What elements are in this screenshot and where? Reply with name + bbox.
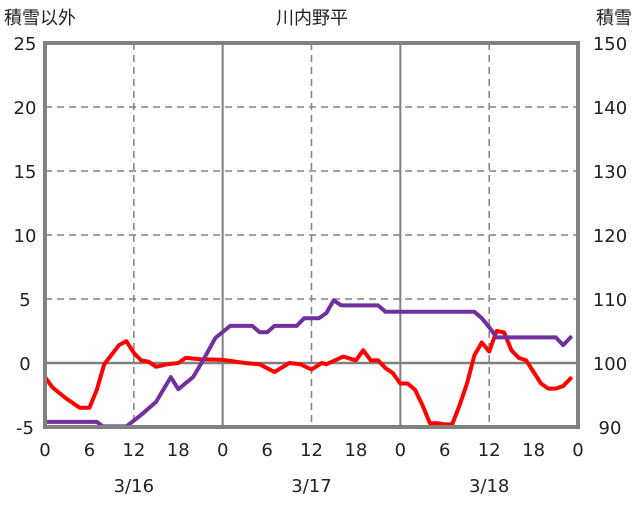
right-tick-label: 90: [599, 418, 622, 439]
right-tick-label: 140: [593, 98, 627, 119]
date-label: 3/16: [114, 476, 154, 497]
left-tick-label: 0: [19, 354, 30, 375]
x-tick-label: 12: [122, 440, 145, 461]
x-tick-label: 18: [522, 440, 545, 461]
x-tick-label: 0: [39, 440, 50, 461]
grid: [45, 43, 578, 427]
right-tick-label: 150: [593, 34, 627, 55]
plot-frame: [43, 41, 580, 429]
chart-title: 川内野平: [276, 8, 348, 29]
x-tick-label: 6: [84, 440, 95, 461]
left-tick-label: 25: [14, 34, 37, 55]
right-tick-label: 130: [593, 162, 627, 183]
left-axis-label: 積雪以外: [4, 8, 76, 29]
x-tick-label: 0: [217, 440, 228, 461]
series-line-other: [43, 329, 573, 427]
date-label: 3/17: [291, 476, 331, 497]
right-tick-label: 120: [593, 226, 627, 247]
x-tick-label: 12: [478, 440, 501, 461]
x-tick-label: 18: [167, 440, 190, 461]
x-tick-label: 0: [572, 440, 583, 461]
series-lines: [43, 298, 573, 429]
series-line-snow: [43, 298, 573, 429]
left-tick-label: 20: [14, 98, 37, 119]
x-tick-label: 0: [395, 440, 406, 461]
right-axis-label: 積雪: [596, 8, 632, 29]
x-tick-label: 6: [439, 440, 450, 461]
left-tick-label: 10: [14, 226, 37, 247]
left-tick-label: 5: [19, 290, 30, 311]
left-tick-label: 15: [14, 162, 37, 183]
left-tick-label: -5: [16, 418, 34, 439]
date-label: 3/18: [469, 476, 509, 497]
x-tick-label: 18: [344, 440, 367, 461]
x-tick-label: 6: [261, 440, 272, 461]
right-tick-label: 110: [593, 290, 627, 311]
x-tick-label: 12: [300, 440, 323, 461]
right-tick-label: 100: [593, 354, 627, 375]
